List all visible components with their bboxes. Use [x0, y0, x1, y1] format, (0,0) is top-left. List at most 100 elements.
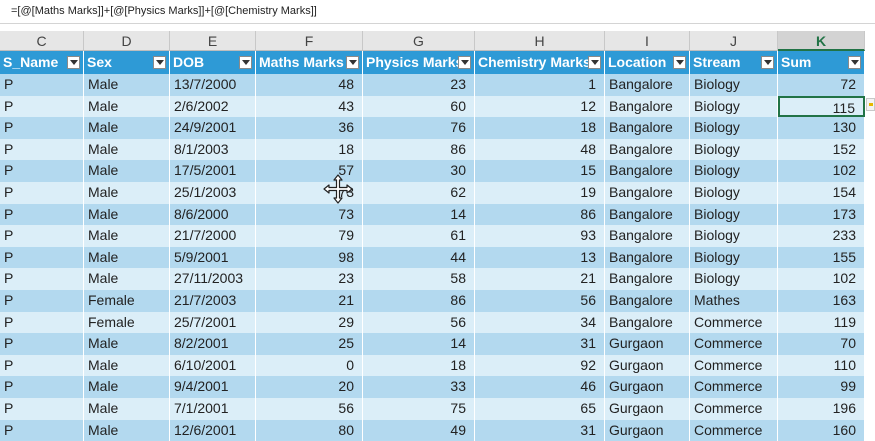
header-s-name[interactable]: S_Name: [0, 51, 84, 74]
cell-physics-marks[interactable]: 44: [363, 246, 475, 269]
column-letter-c[interactable]: C: [0, 31, 84, 51]
cell-stream[interactable]: Commerce: [690, 398, 778, 420]
cell-stream[interactable]: Biology: [690, 160, 778, 182]
cell-maths-marks[interactable]: 57: [256, 160, 363, 182]
cell-physics-marks[interactable]: 58: [363, 268, 475, 290]
filter-dropdown-icon[interactable]: [239, 56, 252, 69]
cell-s-name[interactable]: P: [0, 160, 84, 182]
cell-s-name[interactable]: P: [0, 246, 84, 269]
filter-dropdown-icon[interactable]: [588, 56, 601, 69]
cell-sex[interactable]: Male: [84, 225, 170, 247]
cell-stream[interactable]: Biology: [690, 203, 778, 226]
cell-chemistry-marks[interactable]: 65: [475, 398, 605, 420]
cell-stream[interactable]: Commerce: [690, 333, 778, 355]
cell-dob[interactable]: 7/1/2001: [170, 398, 256, 420]
cell-location[interactable]: Gurgaon: [605, 398, 690, 420]
cell-maths-marks[interactable]: 29: [256, 311, 363, 334]
cell-s-name[interactable]: P: [0, 203, 84, 226]
filter-dropdown-icon[interactable]: [761, 56, 774, 69]
cell-physics-marks[interactable]: 23: [363, 74, 475, 96]
cell-sex[interactable]: Male: [84, 246, 170, 269]
cell-maths-marks[interactable]: 98: [256, 246, 363, 269]
cell-physics-marks[interactable]: 56: [363, 311, 475, 334]
filter-dropdown-icon[interactable]: [673, 56, 686, 69]
cell-sum[interactable]: 102: [778, 160, 865, 182]
column-letter-i[interactable]: I: [605, 31, 690, 51]
cell-maths-marks[interactable]: 21: [256, 290, 363, 312]
cell-sex[interactable]: Female: [84, 311, 170, 334]
cell-sum[interactable]: 99: [778, 376, 865, 398]
cell-chemistry-marks[interactable]: 56: [475, 290, 605, 312]
cell-dob[interactable]: 12/6/2001: [170, 419, 256, 441]
cell-sum[interactable]: 119: [778, 311, 865, 334]
cell-stream[interactable]: Biology: [690, 268, 778, 290]
cell-chemistry-marks[interactable]: 92: [475, 354, 605, 377]
cell-physics-marks[interactable]: 30: [363, 160, 475, 182]
column-letter-e[interactable]: E: [170, 31, 256, 51]
cell-maths-marks[interactable]: 79: [256, 225, 363, 247]
cell-location[interactable]: Bangalore: [605, 311, 690, 334]
cell-s-name[interactable]: P: [0, 311, 84, 334]
cell-chemistry-marks[interactable]: 31: [475, 333, 605, 355]
cell-sex[interactable]: Male: [84, 354, 170, 377]
cell-dob[interactable]: 2/6/2002: [170, 95, 256, 118]
cell-location[interactable]: Bangalore: [605, 182, 690, 204]
cell-location[interactable]: Bangalore: [605, 246, 690, 269]
cell-s-name[interactable]: P: [0, 138, 84, 161]
cell-sex[interactable]: Male: [84, 203, 170, 226]
cell-physics-marks[interactable]: 14: [363, 333, 475, 355]
cell-maths-marks[interactable]: 48: [256, 74, 363, 96]
filter-dropdown-icon[interactable]: [346, 56, 359, 69]
cell-stream[interactable]: Biology: [690, 138, 778, 161]
cell-chemistry-marks[interactable]: 93: [475, 225, 605, 247]
cell-sum[interactable]: 155: [778, 246, 865, 269]
cell-sum[interactable]: 233: [778, 225, 865, 247]
header-dob[interactable]: DOB: [170, 51, 256, 74]
cell-s-name[interactable]: P: [0, 225, 84, 247]
cell-maths-marks[interactable]: 18: [256, 138, 363, 161]
cell-physics-marks[interactable]: 14: [363, 203, 475, 226]
cell-physics-marks[interactable]: 62: [363, 182, 475, 204]
cell-maths-marks[interactable]: 25: [256, 333, 363, 355]
cell-sex[interactable]: Male: [84, 95, 170, 118]
cell-dob[interactable]: 17/5/2001: [170, 160, 256, 182]
cell-dob[interactable]: 8/1/2003: [170, 138, 256, 161]
cell-stream[interactable]: Commerce: [690, 376, 778, 398]
cell-sum[interactable]: 115: [778, 95, 865, 118]
cell-sex[interactable]: Female: [84, 290, 170, 312]
cell-stream[interactable]: Commerce: [690, 419, 778, 441]
cell-sum[interactable]: 154: [778, 182, 865, 204]
filter-dropdown-icon[interactable]: [153, 56, 166, 69]
column-letter-h[interactable]: H: [475, 31, 605, 51]
cell-dob[interactable]: 6/10/2001: [170, 354, 256, 377]
cell-sex[interactable]: Male: [84, 160, 170, 182]
cell-dob[interactable]: 21/7/2000: [170, 225, 256, 247]
column-letter-g[interactable]: G: [363, 31, 475, 51]
cell-sex[interactable]: Male: [84, 74, 170, 96]
cell-s-name[interactable]: P: [0, 333, 84, 355]
cell-sex[interactable]: Male: [84, 117, 170, 139]
cell-sex[interactable]: Male: [84, 268, 170, 290]
cell-location[interactable]: Bangalore: [605, 117, 690, 139]
cell-location[interactable]: Gurgaon: [605, 376, 690, 398]
cell-dob[interactable]: 25/1/2003: [170, 182, 256, 204]
cell-physics-marks[interactable]: 61: [363, 225, 475, 247]
header-location[interactable]: Location: [605, 51, 690, 74]
header-stream[interactable]: Stream: [690, 51, 778, 74]
cell-maths-marks[interactable]: 43: [256, 95, 363, 118]
cell-physics-marks[interactable]: 49: [363, 419, 475, 441]
cell-location[interactable]: Bangalore: [605, 138, 690, 161]
cell-sex[interactable]: Male: [84, 333, 170, 355]
filter-dropdown-icon[interactable]: [67, 56, 80, 69]
cell-sum[interactable]: 102: [778, 268, 865, 290]
cell-sum[interactable]: 152: [778, 138, 865, 161]
cell-physics-marks[interactable]: 75: [363, 398, 475, 420]
cell-sum[interactable]: 160: [778, 419, 865, 441]
header-sex[interactable]: Sex: [84, 51, 170, 74]
cell-chemistry-marks[interactable]: 34: [475, 311, 605, 334]
cell-dob[interactable]: 13/7/2000: [170, 74, 256, 96]
cell-s-name[interactable]: P: [0, 268, 84, 290]
cell-s-name[interactable]: P: [0, 74, 84, 96]
cell-dob[interactable]: 9/4/2001: [170, 376, 256, 398]
cell-sum[interactable]: 72: [778, 74, 865, 96]
